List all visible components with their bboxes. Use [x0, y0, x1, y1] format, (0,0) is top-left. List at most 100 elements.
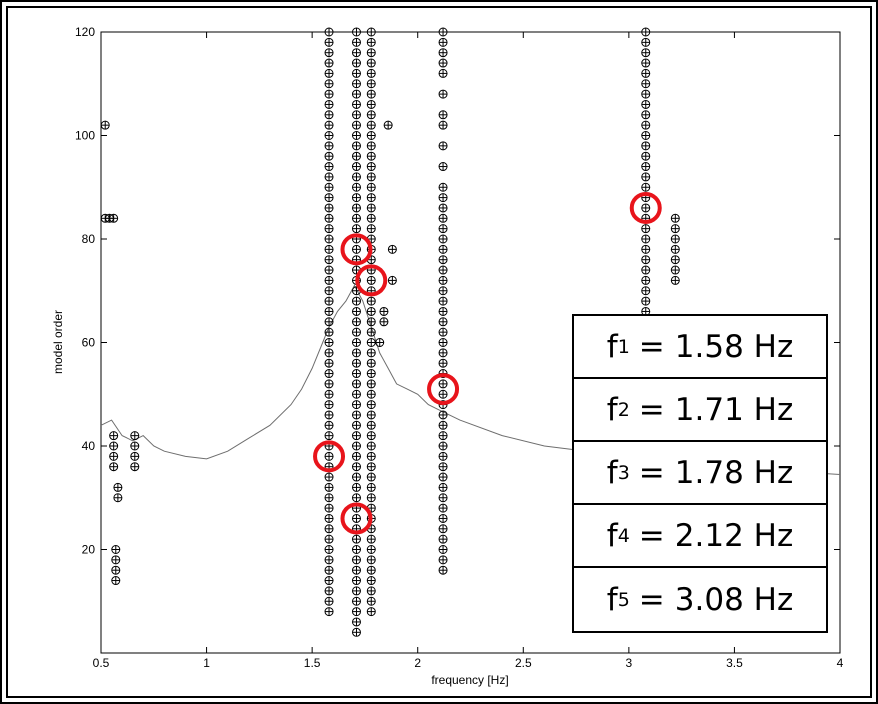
- stability-marker: [351, 534, 361, 544]
- stability-marker: [109, 431, 119, 441]
- y-tick-label: 60: [82, 336, 96, 350]
- frequency-symbol: f: [606, 581, 618, 618]
- stability-marker: [324, 358, 334, 368]
- stability-marker: [324, 99, 334, 109]
- frequency-symbol: f: [606, 328, 618, 365]
- stability-marker: [641, 131, 651, 140]
- stability-marker: [641, 141, 651, 151]
- stability-marker: [351, 400, 361, 410]
- stability-marker: [324, 338, 334, 347]
- stability-marker: [324, 534, 334, 544]
- stability-marker: [366, 58, 376, 68]
- stability-marker: [324, 224, 334, 234]
- frequency-index: 1: [617, 335, 630, 358]
- stability-marker: [641, 234, 651, 244]
- highlighted-pole-ring: [355, 264, 388, 297]
- stability-marker: [351, 576, 361, 586]
- stability-marker: [351, 68, 361, 78]
- stability-marker: [100, 120, 110, 130]
- highlighted-pole-ring: [313, 440, 346, 473]
- stability-marker: [641, 151, 651, 161]
- stability-marker: [111, 545, 121, 554]
- stability-marker: [324, 203, 334, 213]
- stability-marker: [641, 48, 651, 58]
- stability-marker: [351, 27, 361, 37]
- stability-marker: [324, 400, 334, 410]
- stability-marker: [324, 265, 334, 275]
- stability-marker: [366, 99, 376, 109]
- frequency-value: 3.08 Hz: [674, 581, 794, 618]
- stability-marker: [366, 162, 376, 172]
- stability-marker: [366, 296, 376, 306]
- stability-marker: [438, 213, 448, 223]
- stability-marker: [351, 441, 361, 451]
- stability-marker: [351, 120, 361, 130]
- frequency-row: f 2 = 1.71 Hz: [574, 379, 826, 442]
- stability-marker: [366, 193, 376, 203]
- stability-marker: [324, 110, 334, 120]
- stability-marker: [387, 244, 397, 254]
- stability-marker: [324, 431, 334, 441]
- stability-marker: [366, 338, 376, 347]
- stability-marker: [351, 110, 361, 120]
- stability-marker: [366, 141, 376, 151]
- stability-marker: [351, 89, 361, 99]
- stability-marker: [351, 596, 361, 606]
- stability-marker: [324, 482, 334, 492]
- stability-marker: [366, 275, 376, 285]
- stability-marker: [670, 275, 680, 285]
- stability-marker: [351, 369, 361, 379]
- stability-marker: [324, 513, 334, 523]
- stability-marker: [366, 89, 376, 99]
- stability-marker: [366, 213, 376, 223]
- frequency-symbol: f: [606, 517, 618, 554]
- equals-sign: =: [638, 517, 665, 554]
- stability-marker: [366, 358, 376, 368]
- stability-marker: [111, 555, 121, 565]
- highlighted-pole-ring: [340, 502, 373, 535]
- stability-marker: [438, 420, 448, 430]
- equals-sign: =: [638, 454, 665, 491]
- stability-marker: [438, 193, 448, 203]
- stability-marker: [351, 358, 361, 368]
- stability-marker: [438, 555, 448, 565]
- frequency-index: 4: [617, 524, 630, 547]
- x-tick-label: 0.5: [93, 656, 110, 670]
- stability-marker: [641, 89, 651, 99]
- stability-marker: [324, 369, 334, 379]
- stability-marker: [351, 379, 361, 389]
- stability-marker: [351, 410, 361, 420]
- stability-marker: [366, 472, 376, 482]
- stability-marker: [351, 244, 361, 254]
- stability-marker: [366, 565, 376, 575]
- stability-marker: [438, 431, 448, 441]
- stability-marker: [438, 68, 448, 78]
- stability-marker: [324, 524, 334, 534]
- stability-marker: [324, 472, 334, 482]
- marker-layer: [100, 27, 680, 637]
- stability-marker: [641, 79, 651, 89]
- stability-marker: [670, 265, 680, 275]
- x-tick-label: 1.5: [304, 656, 321, 670]
- stability-marker: [324, 451, 334, 461]
- stability-marker: [366, 172, 376, 182]
- stability-marker: [366, 306, 376, 316]
- stability-marker: [351, 58, 361, 68]
- y-axis-label: model order: [51, 310, 65, 374]
- stability-marker: [324, 275, 334, 285]
- stability-marker: [366, 545, 376, 554]
- stability-marker: [641, 120, 651, 130]
- stability-marker: [438, 244, 448, 254]
- stability-marker: [641, 182, 651, 192]
- stability-marker: [438, 451, 448, 461]
- stability-marker: [670, 213, 680, 223]
- stability-marker: [383, 120, 393, 130]
- stability-marker: [438, 348, 448, 358]
- stability-marker: [641, 68, 651, 78]
- y-tick-label: 40: [82, 439, 96, 453]
- stability-marker: [438, 327, 448, 337]
- stability-marker: [379, 317, 389, 327]
- highlighted-pole-ring: [340, 233, 373, 266]
- stability-marker: [438, 503, 448, 513]
- stability-marker: [351, 182, 361, 192]
